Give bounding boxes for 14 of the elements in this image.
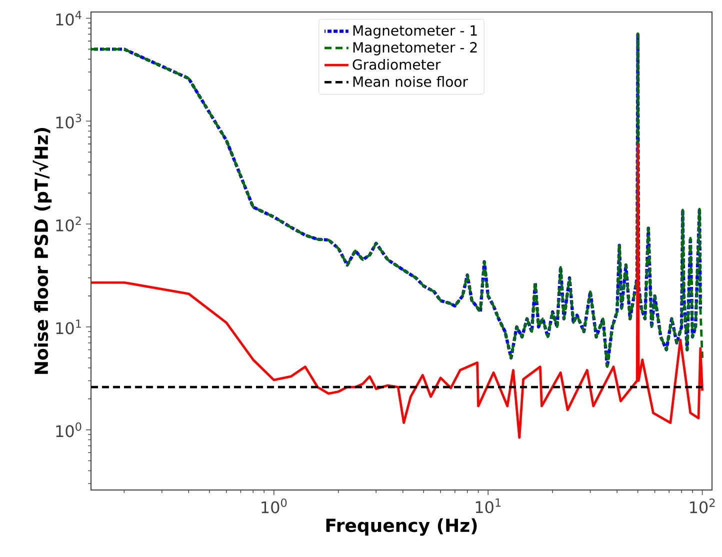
y-tick-label: 10$^{4}$ bbox=[56, 10, 82, 26]
x-axis-title: Frequency (Hz) bbox=[326, 518, 477, 536]
legend-label: Magnetometer - 2 bbox=[353, 42, 477, 56]
legend-label: Magnetometer - 1 bbox=[353, 25, 477, 38]
y-axis-title: Noise floor PSD (pT/√Hz) bbox=[32, 128, 52, 374]
legend-label: Gradiometer bbox=[352, 58, 441, 70]
x-tick-label: 10$^{0}$ bbox=[262, 498, 287, 514]
y-tick-label: 10$^{3}$ bbox=[56, 114, 82, 129]
legend-label: Mean noise floor bbox=[353, 76, 468, 87]
y-tick-label: 10$^{2}$ bbox=[56, 216, 81, 232]
y-tick-label: 10$^{0}$ bbox=[56, 422, 82, 438]
x-tick-label: 10$^{2}$ bbox=[690, 498, 715, 514]
x-tick-label: 10$^{1}$ bbox=[476, 498, 501, 514]
y-tick-label: 10$^{1}$ bbox=[56, 320, 81, 334]
